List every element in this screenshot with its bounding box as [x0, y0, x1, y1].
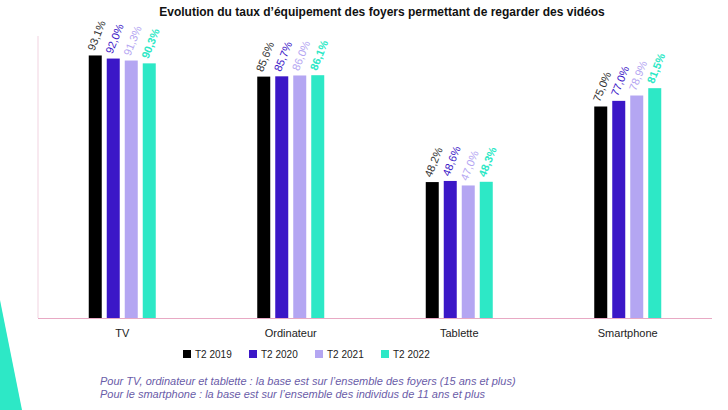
chart: Evolution du taux d’équipement des foyer…: [0, 0, 728, 410]
data-label: 75,0%: [590, 70, 613, 104]
y-axis-line: [38, 36, 39, 318]
bar: [89, 55, 102, 318]
bar: [630, 96, 643, 318]
bar: [612, 101, 625, 318]
legend-label: T2 2022: [393, 349, 430, 360]
bar: [480, 182, 493, 318]
legend-label: T2 2020: [261, 349, 298, 360]
data-label: 77,0%: [608, 64, 631, 98]
legend-label: T2 2019: [195, 349, 232, 360]
title: Evolution du taux d’équipement des foyer…: [159, 5, 605, 19]
bars: [89, 55, 662, 318]
bar: [107, 59, 120, 318]
footnote: Pour le smartphone : la base est sur l’e…: [100, 388, 486, 400]
legend: T2 2019 T2 2020 T2 2021 T2 2022: [183, 349, 430, 360]
legend-swatch: [249, 350, 257, 358]
bar: [311, 75, 324, 318]
bar: [257, 77, 270, 318]
data-label: 86,1%: [307, 38, 330, 72]
category-label: Ordinateur: [265, 327, 317, 339]
legend-swatch: [183, 350, 191, 358]
legend-swatch: [315, 350, 323, 358]
category-label: TV: [115, 327, 130, 339]
data-label: 48,3%: [476, 145, 499, 179]
bar: [648, 88, 661, 318]
footnote: Pour TV, ordinateur et tablette : la bas…: [100, 375, 516, 387]
decoration: [0, 300, 22, 410]
data-labels: 93,1%85,6%48,2%75,0%92,0%85,7%48,6%77,0%…: [85, 19, 667, 183]
bar: [143, 63, 156, 318]
data-label: 47,0%: [458, 149, 481, 183]
bar: [462, 185, 475, 318]
bar: [293, 75, 306, 318]
bar: [125, 61, 138, 318]
legend-label: T2 2021: [327, 349, 364, 360]
category-label: Smartphone: [598, 327, 658, 339]
x-axis-line: [38, 318, 712, 319]
bar: [594, 107, 607, 319]
legend-swatch: [381, 350, 389, 358]
bar: [444, 181, 457, 318]
data-label: 81,5%: [644, 51, 667, 85]
bar: [275, 76, 288, 318]
category-label: Tablette: [440, 327, 479, 339]
bar: [426, 182, 439, 318]
data-label: 90,3%: [139, 26, 162, 60]
